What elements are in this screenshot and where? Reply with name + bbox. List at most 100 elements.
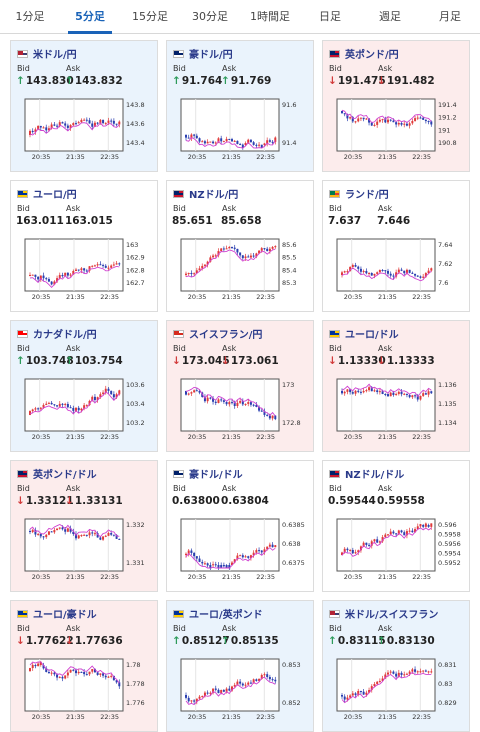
candle: [378, 270, 381, 273]
rate-card[interactable]: 豪ドル/円 Bid Ask ↑91.764 ↑91.769 91.6 91.4 20…: [166, 40, 314, 172]
candle: [83, 119, 86, 121]
rate-card[interactable]: ユーロ/円 Bid Ask 163.011 163.015 163 162.9 16…: [10, 180, 158, 312]
ask-value: 7.646: [377, 215, 411, 227]
au-us-flag-icon: [173, 469, 184, 478]
tab-5[interactable]: 日足: [319, 10, 341, 23]
candle: [252, 679, 255, 684]
rate-card[interactable]: ユーロ/ドル Bid Ask ↓1.13330 ↓1.13333 1.136 1.…: [322, 320, 470, 452]
rate-card[interactable]: ユーロ/豪ドル Bid Ask ↓1.77622 ↓1.77636 1.78 1.…: [10, 600, 158, 732]
candle: [69, 274, 72, 276]
candle: [85, 405, 88, 407]
candle: [99, 394, 102, 398]
rate-card[interactable]: 英ポンド/円 Bid Ask ↓191.475 ↓191.482 191.4 19…: [322, 40, 470, 172]
tab-6[interactable]: 週足: [379, 10, 401, 23]
candle: [422, 670, 425, 672]
candle: [414, 118, 417, 121]
tab-2[interactable]: 15分足: [132, 10, 168, 23]
bid-value-wrap: 85.651: [172, 215, 213, 227]
candle: [368, 273, 371, 275]
tab-4[interactable]: 1時間足: [250, 10, 290, 23]
up-arrow-icon: ↑: [65, 355, 74, 367]
rate-card[interactable]: スイスフラン/円 Bid Ask ↓173.045 ↓173.061 173 17…: [166, 320, 314, 452]
za-jp-flag-icon: [329, 189, 340, 198]
tab-3[interactable]: 30分足: [192, 10, 228, 23]
candle: [263, 248, 266, 250]
candle: [75, 670, 77, 674]
candle: [268, 415, 271, 419]
candle: [424, 393, 427, 395]
candle: [214, 401, 217, 403]
candle: [341, 552, 343, 555]
candle: [400, 122, 403, 125]
candle: [231, 246, 233, 248]
candle: [378, 391, 381, 393]
pair-name: NZドル/ドル: [345, 470, 405, 481]
candle: [39, 533, 42, 537]
candle: [225, 401, 228, 405]
bid-label: Bid: [329, 204, 342, 213]
candle: [228, 246, 231, 249]
y-tick-label: 1.331: [126, 559, 145, 567]
tab-7[interactable]: 月足: [439, 10, 461, 23]
candle: [201, 141, 204, 143]
ask-label: Ask: [378, 344, 393, 353]
candle: [351, 265, 354, 268]
card-header: スイスフラン/円: [173, 326, 262, 341]
card-header: 英ポンド/円: [329, 46, 399, 61]
y-tick-label: 1.776: [126, 699, 145, 707]
card-header: カナダドル/円: [17, 326, 97, 341]
ask-value: 1.13333: [386, 355, 435, 367]
candle: [359, 117, 362, 119]
rate-card[interactable]: 英ポンド/ドル Bid Ask ↓1.33121 ↓1.33131 1.332 1…: [10, 460, 158, 592]
candle: [346, 271, 349, 273]
x-tick-label: 22:35: [256, 433, 275, 441]
candle: [56, 528, 59, 531]
candle: [249, 402, 252, 405]
candle: [384, 270, 387, 272]
rate-card[interactable]: 米ドル/スイスフラン Bid Ask ↑0.83115 ↑0.83130 0.8…: [322, 600, 470, 732]
y-tick-label: 172.8: [282, 419, 301, 427]
candle: [220, 565, 223, 568]
candle: [271, 246, 274, 249]
candle: [260, 674, 263, 679]
rate-card[interactable]: カナダドル/円 Bid Ask ↑103.748 ↑103.754 103.6 1…: [10, 320, 158, 452]
bid-label: Bid: [173, 624, 186, 633]
candle: [252, 255, 255, 257]
rate-card[interactable]: ランド/円 Bid Ask 7.637 7.646 7.64 7.62 7.6 20:…: [322, 180, 470, 312]
candle: [206, 141, 209, 144]
rate-card[interactable]: NZドル/ドル Bid Ask 0.59544 0.59558 0.596 0.5…: [322, 460, 470, 592]
candle: [217, 689, 220, 694]
tab-1[interactable]: 5分足: [60, 0, 120, 34]
candle: [115, 394, 118, 398]
candle: [37, 125, 40, 130]
candle: [346, 697, 349, 700]
candle: [266, 140, 269, 144]
candle: [37, 408, 40, 410]
card-header: NZドル/ドル: [329, 466, 404, 481]
candle: [39, 407, 42, 409]
ask-value: 173.061: [230, 355, 279, 367]
candle: [354, 265, 357, 267]
bid-label: Bid: [329, 344, 342, 353]
candle: [47, 402, 50, 404]
rate-card[interactable]: NZドル/円 Bid Ask 85.651 85.658 85.6 85.5 85.…: [166, 180, 314, 312]
candle: [61, 527, 64, 530]
candle: [376, 272, 379, 274]
candle: [56, 125, 59, 127]
rate-card[interactable]: 米ドル/円 Bid Ask ↑143.830 ↑143.832 143.8 143…: [10, 40, 158, 172]
candle: [370, 541, 373, 546]
candle: [408, 123, 411, 126]
candle: [268, 676, 271, 680]
ask-label: Ask: [222, 204, 237, 213]
candle: [392, 120, 395, 123]
candle: [430, 391, 433, 394]
candle: [115, 534, 118, 539]
candle: [102, 673, 105, 676]
rate-card[interactable]: 豪ドル/ドル Bid Ask 0.63800 0.63804 0.6385 0.6…: [166, 460, 314, 592]
y-tick-label: 173: [282, 381, 294, 389]
candle: [69, 669, 72, 673]
tab-0[interactable]: 1分足: [15, 10, 45, 23]
ask-label: Ask: [66, 484, 81, 493]
candle: [206, 397, 209, 402]
rate-card[interactable]: ユーロ/英ポンド Bid Ask ↑0.85127 ↑0.85135 0.853…: [166, 600, 314, 732]
